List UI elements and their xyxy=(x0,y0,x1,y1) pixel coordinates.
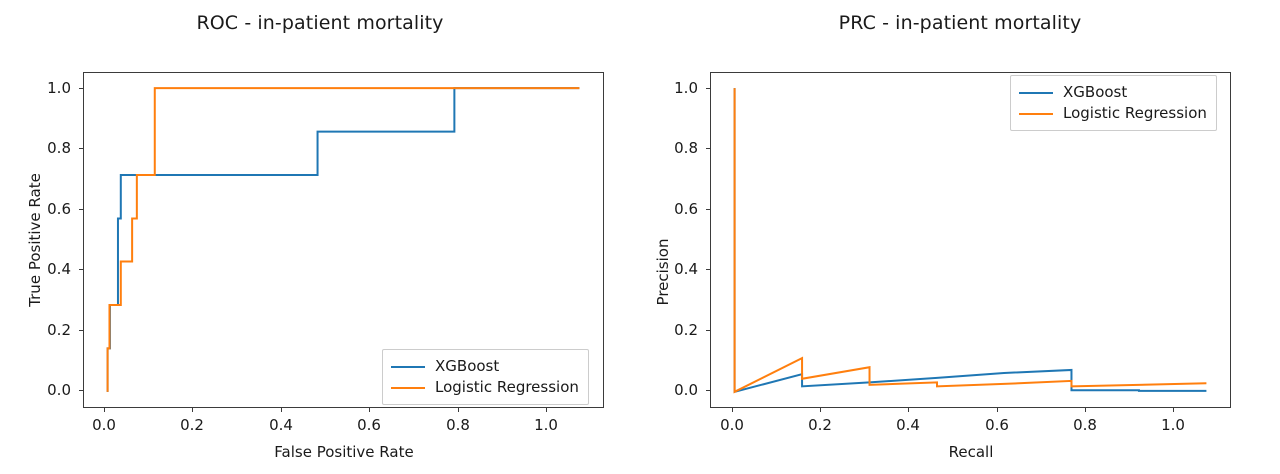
roc-xtick-label-0.6: 0.6 xyxy=(357,416,381,434)
prc-xtick-label-0.6: 0.6 xyxy=(985,416,1009,434)
roc-ytick-label-0.4: 0.4 xyxy=(47,260,71,278)
prc-xtick-mark-0.4 xyxy=(908,408,910,412)
prc-xtick-mark-0.6 xyxy=(997,408,999,412)
prc-xtick-label-0.4: 0.4 xyxy=(896,416,920,434)
prc-ytick-label-0.2: 0.2 xyxy=(674,321,698,339)
roc-ytick-mark-0.2 xyxy=(79,330,83,332)
prc-xtick-mark-0.8 xyxy=(1085,408,1087,412)
roc-ytick-label-0.2: 0.2 xyxy=(47,321,71,339)
prc-xtick-label-0.0: 0.0 xyxy=(720,416,744,434)
roc-curves xyxy=(84,73,603,407)
roc-ytick-mark-0.8 xyxy=(79,148,83,150)
prc-ytick-label-0.8: 0.8 xyxy=(674,139,698,157)
roc-xtick-label-0.4: 0.4 xyxy=(269,416,293,434)
prc-panel: PRC - in-patient mortality 1.0 0.8 0.6 0… xyxy=(640,0,1280,474)
roc-xtick-label-0.8: 0.8 xyxy=(446,416,470,434)
roc-ytick-mark-0.4 xyxy=(79,269,83,271)
prc-ytick-mark-0.6 xyxy=(706,209,710,211)
prc-ytick-label-1.0: 1.0 xyxy=(674,79,698,97)
prc-series-xgboost xyxy=(735,88,1207,392)
prc-legend: XGBoost Logistic Regression xyxy=(1010,75,1217,131)
roc-series-xgboost xyxy=(108,88,580,392)
prc-curves xyxy=(711,73,1230,407)
roc-ytick-label-0.6: 0.6 xyxy=(47,200,71,218)
prc-ytick-label-0.4: 0.4 xyxy=(674,260,698,278)
roc-legend-label-xgboost: XGBoost xyxy=(435,357,500,375)
roc-title: ROC - in-patient mortality xyxy=(196,12,444,34)
prc-xtick-mark-0.2 xyxy=(820,408,822,412)
roc-ytick-label-1.0: 1.0 xyxy=(47,79,71,97)
prc-legend-label-xgboost: XGBoost xyxy=(1063,83,1128,101)
prc-ytick-mark-0.4 xyxy=(706,269,710,271)
prc-series-logistic-regression xyxy=(735,88,1207,392)
prc-xtick-mark-1.0 xyxy=(1173,408,1175,412)
roc-xtick-mark-0.8 xyxy=(458,408,460,412)
roc-xtick-mark-0.2 xyxy=(192,408,194,412)
roc-legend-item-xgboost[interactable]: XGBoost xyxy=(391,356,579,377)
roc-legend-item-logistic-regression[interactable]: Logistic Regression xyxy=(391,377,579,398)
roc-legend-label-logistic-regression: Logistic Regression xyxy=(435,378,579,396)
prc-xtick-label-1.0: 1.0 xyxy=(1161,416,1185,434)
roc-xtick-mark-1.0 xyxy=(546,408,548,412)
roc-xtick-label-1.0: 1.0 xyxy=(534,416,558,434)
roc-ytick-mark-0.6 xyxy=(79,209,83,211)
prc-legend-label-logistic-regression: Logistic Regression xyxy=(1063,104,1207,122)
roc-legend-swatch-xgboost xyxy=(391,365,425,368)
prc-legend-swatch-xgboost xyxy=(1019,91,1053,94)
roc-yaxis-title: True Positive Rate xyxy=(26,173,44,307)
roc-ytick-mark-1.0 xyxy=(79,88,83,90)
roc-legend: XGBoost Logistic Regression xyxy=(382,349,589,405)
roc-xtick-mark-0.0 xyxy=(104,408,106,412)
roc-xtick-mark-0.4 xyxy=(281,408,283,412)
roc-ytick-mark-0.0 xyxy=(79,390,83,392)
prc-ytick-mark-0.0 xyxy=(706,390,710,392)
prc-xtick-label-0.8: 0.8 xyxy=(1073,416,1097,434)
roc-xtick-label-0.0: 0.0 xyxy=(92,416,116,434)
prc-xaxis-title: Recall xyxy=(948,443,994,461)
prc-ytick-mark-1.0 xyxy=(706,88,710,90)
prc-title: PRC - in-patient mortality xyxy=(838,12,1082,34)
roc-series-logistic-regression xyxy=(108,88,580,392)
prc-xtick-label-0.2: 0.2 xyxy=(808,416,832,434)
roc-xaxis-title: False Positive Rate xyxy=(274,443,414,461)
roc-panel: ROC - in-patient mortality 1.0 0.8 0.6 0… xyxy=(26,12,604,461)
prc-ytick-mark-0.2 xyxy=(706,330,710,332)
prc-ytick-mark-0.8 xyxy=(706,148,710,150)
prc-legend-item-logistic-regression[interactable]: Logistic Regression xyxy=(1019,103,1207,124)
roc-plot-area xyxy=(83,72,604,408)
prc-legend-item-xgboost[interactable]: XGBoost xyxy=(1019,82,1207,103)
roc-xtick-label-0.2: 0.2 xyxy=(180,416,204,434)
prc-xtick-mark-0.0 xyxy=(732,408,734,412)
prc-ytick-label-0.0: 0.0 xyxy=(674,381,698,399)
roc-ytick-label-0.8: 0.8 xyxy=(47,139,71,157)
roc-ytick-label-0.0: 0.0 xyxy=(47,381,71,399)
prc-yaxis-title: Precision xyxy=(654,238,672,306)
roc-legend-swatch-logistic-regression xyxy=(391,386,425,389)
prc-legend-swatch-logistic-regression xyxy=(1019,112,1053,115)
prc-ytick-label-0.6: 0.6 xyxy=(674,200,698,218)
roc-xtick-mark-0.6 xyxy=(369,408,371,412)
